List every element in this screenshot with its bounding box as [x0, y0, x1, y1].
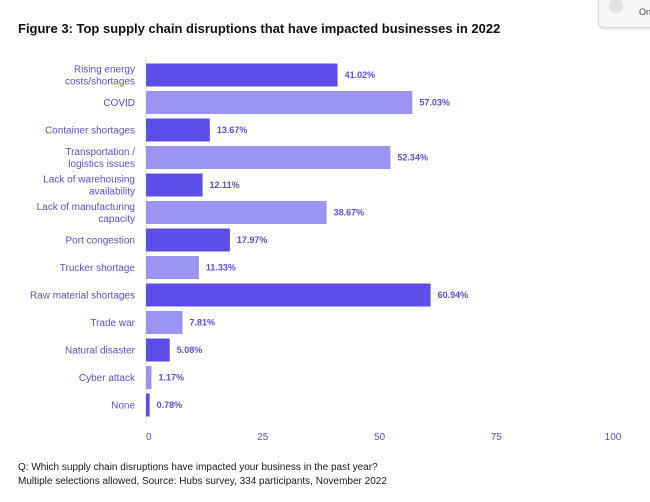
category-label-line: logistics issues	[68, 159, 135, 170]
x-tick-label: 100	[605, 432, 622, 443]
bar	[146, 63, 338, 87]
category-label-line: Lack of warehousing	[43, 175, 135, 186]
x-tick-label: 25	[257, 432, 269, 443]
value-label: 7.81%	[189, 318, 215, 328]
category-label: Port congestion	[66, 236, 136, 247]
bar	[146, 228, 230, 252]
bar	[146, 173, 203, 197]
category-label: Raw material shortages	[30, 291, 135, 302]
category-label: Natural disaster	[65, 346, 136, 357]
category-label: None	[111, 401, 135, 412]
bar	[146, 311, 183, 334]
notification-text: On	[639, 7, 650, 17]
value-label: 41.02%	[345, 70, 376, 80]
category-label-line: Transportation /	[65, 147, 135, 158]
bar	[146, 338, 170, 362]
value-label: 5.08%	[177, 345, 203, 355]
value-label: 60.94%	[438, 290, 469, 300]
value-label: 13.67%	[217, 125, 248, 135]
category-label-line: Trade war	[90, 318, 135, 329]
category-label-line: Raw material shortages	[30, 291, 135, 302]
category-label-line: None	[111, 401, 135, 412]
footnote-source: Multiple selections allowed, Source: Hub…	[18, 476, 387, 487]
category-label: Container shortages	[45, 126, 135, 137]
category-label-line: capacity	[98, 214, 135, 225]
category-label-line: Port congestion	[66, 236, 136, 247]
category-label: Lack of warehousing availability	[43, 175, 135, 198]
category-label-line: Cyber attack	[79, 373, 136, 384]
category-label: COVID	[103, 98, 135, 109]
bar	[146, 283, 431, 307]
bar-chart: 41.02% Rising energy costs/shortages 57.03%…	[30, 58, 622, 443]
category-label-line: costs/shortages	[65, 77, 135, 88]
bar	[146, 91, 413, 114]
category-label: Cyber attack	[79, 373, 136, 384]
bar	[146, 256, 199, 279]
bar	[146, 201, 327, 224]
value-label: 38.67%	[334, 208, 365, 218]
bar	[146, 118, 210, 142]
value-label: 17.97%	[237, 235, 268, 245]
category-label-line: Rising energy	[74, 65, 135, 76]
chart-title: Figure 3: Top supply chain disruptions t…	[18, 21, 501, 36]
bar	[146, 393, 150, 417]
category-label-line: Lack of manufacturing	[37, 202, 135, 213]
category-label-line: COVID	[103, 98, 135, 109]
bar	[146, 366, 152, 389]
category-label: Trucker shortage	[60, 263, 136, 274]
value-label: 1.17%	[158, 373, 184, 383]
category-label: Trade war	[90, 318, 135, 329]
top-strip	[0, 0, 650, 10]
x-tick-label: 50	[374, 432, 386, 443]
corner-notification[interactable]: On	[598, 0, 650, 28]
category-label: Lack of manufacturing capacity	[37, 202, 135, 225]
value-label: 0.78%	[157, 400, 183, 410]
value-label: 52.34%	[397, 153, 428, 163]
category-label: Rising energy costs/shortages	[65, 65, 135, 88]
footnote-question: Q: Which supply chain disruptions have i…	[18, 462, 378, 473]
x-tick-label: 0	[146, 432, 152, 443]
category-label-line: availability	[89, 187, 135, 198]
notification-avatar-icon	[609, 0, 623, 13]
value-label: 11.33%	[206, 263, 236, 273]
value-label: 57.03%	[419, 98, 450, 108]
bar	[146, 146, 391, 169]
value-label: 12.11%	[210, 180, 240, 190]
category-label-line: Natural disaster	[65, 346, 136, 357]
category-label-line: Container shortages	[45, 126, 135, 137]
category-label: Transportation / logistics issues	[65, 147, 135, 170]
x-tick-label: 75	[491, 432, 503, 443]
category-label-line: Trucker shortage	[60, 263, 136, 274]
